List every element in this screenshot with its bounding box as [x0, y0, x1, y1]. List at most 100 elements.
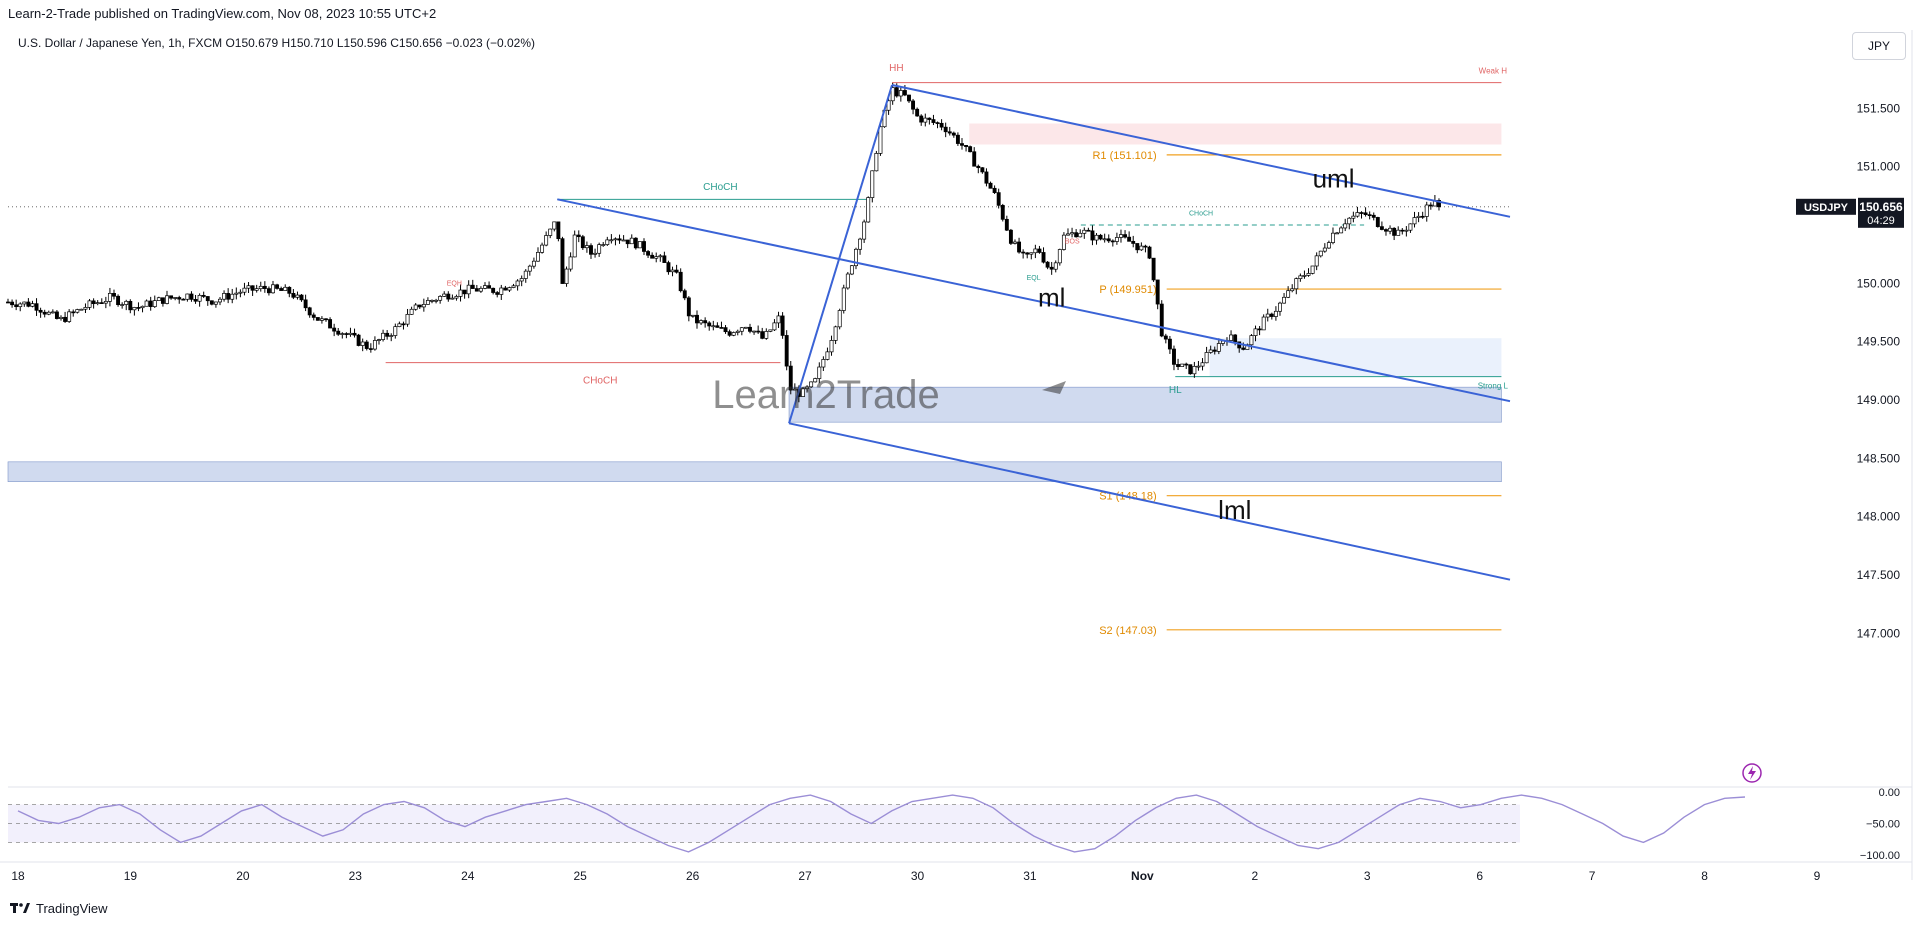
- candle-body: [107, 293, 112, 302]
- candle-body: [556, 221, 561, 240]
- candle-body: [1424, 204, 1429, 217]
- candle-body: [960, 143, 964, 146]
- candle-body: [319, 318, 324, 321]
- candle-body: [324, 318, 328, 321]
- candle-body: [1143, 245, 1148, 248]
- candle-body: [397, 323, 402, 328]
- candle-body: [886, 100, 891, 111]
- candle-body: [996, 192, 1001, 206]
- candle-body: [185, 293, 190, 300]
- support-zone: [7, 461, 1502, 482]
- candle-body: [984, 171, 989, 184]
- candle-body: [935, 122, 940, 124]
- lightning-icon: [1742, 763, 1762, 783]
- time-tick-label: 26: [686, 869, 700, 883]
- candle-body: [1335, 232, 1340, 235]
- candle-body: [307, 307, 312, 316]
- candle-body: [1216, 343, 1221, 352]
- tradingview-logo-icon: [10, 903, 30, 913]
- candle-body: [1110, 240, 1115, 243]
- time-tick-label: 27: [798, 869, 812, 883]
- candle-body: [1151, 257, 1156, 281]
- candle-body: [193, 299, 198, 302]
- candle-body: [1021, 251, 1026, 254]
- footer-brand-label: TradingView: [36, 900, 108, 916]
- candle-body: [931, 119, 936, 123]
- watermark-layer: Learn2Trade: [712, 373, 1066, 417]
- candle-body: [474, 288, 479, 292]
- candle-body: [311, 314, 316, 318]
- time-axis: 18 19 20 23 24 25 26 27 30 31 Nov 2 3 6 7 8 9: [0, 861, 1912, 883]
- candle-body: [483, 285, 487, 289]
- price-tick-label: 150.000: [1857, 276, 1901, 290]
- candle-body: [915, 108, 920, 117]
- time-tick-label: 6: [1476, 869, 1483, 883]
- candle-body: [372, 340, 377, 350]
- candle-body: [1286, 290, 1291, 298]
- candle-body: [434, 299, 439, 302]
- candle-body: [258, 285, 263, 290]
- candles-layer: [6, 82, 1441, 403]
- annotation-bos: BOS: [1065, 239, 1080, 246]
- candle-body: [1106, 238, 1111, 242]
- candle-body: [845, 273, 850, 289]
- candle-body: [1041, 252, 1046, 263]
- candle-body: [1412, 217, 1417, 225]
- supply-zone: [969, 123, 1502, 145]
- candle-body: [425, 300, 430, 305]
- candle-body: [63, 316, 68, 322]
- candle-body: [715, 325, 720, 328]
- rsi-tick-label: −100.00: [1860, 850, 1900, 862]
- channel-layer: uml ml lml: [557, 84, 1511, 581]
- candle-body: [116, 295, 121, 306]
- candle-body: [727, 331, 732, 336]
- candle-body: [955, 134, 960, 144]
- candle-body: [703, 320, 708, 324]
- candle-body: [662, 255, 667, 263]
- candle-body: [1070, 232, 1075, 235]
- currency-button[interactable]: JPY: [1852, 32, 1906, 60]
- symbol-ohlc-info: U.S. Dollar / Japanese Yen, 1h, FXCM O15…: [18, 36, 536, 50]
- candle-body: [201, 294, 206, 297]
- candle-body: [1004, 218, 1009, 231]
- candle-body: [478, 288, 483, 292]
- candle-body: [144, 300, 149, 307]
- time-tick-label: 23: [349, 869, 363, 883]
- candle-body: [405, 314, 410, 325]
- candle-body: [1273, 310, 1278, 317]
- candle-body: [446, 293, 451, 300]
- candle-body: [287, 286, 292, 294]
- candle-body: [1123, 234, 1128, 238]
- annotations-layer: HH CHoCH CHoCH EQH CHoCH BOS EQL HL Weak H Strong…: [447, 63, 1762, 783]
- candle-body: [1061, 234, 1066, 250]
- candle-body: [972, 151, 977, 167]
- time-tick-label: 18: [11, 869, 25, 883]
- candle-body: [805, 386, 810, 390]
- channel-line-uml: [891, 84, 1511, 218]
- candle-body: [336, 330, 341, 335]
- footer-brand: TradingView: [10, 898, 108, 918]
- candle-body: [169, 295, 174, 299]
- candle-body: [756, 330, 761, 333]
- candle-body: [209, 300, 214, 305]
- candle-body: [849, 265, 854, 275]
- candle-body: [731, 332, 736, 336]
- candle-body: [103, 300, 108, 304]
- candle-body: [381, 332, 386, 340]
- candle-body: [666, 262, 671, 273]
- candle-body: [1033, 248, 1038, 254]
- candle-body: [112, 293, 116, 297]
- candle-body: [1159, 303, 1164, 337]
- candle-body: [95, 302, 100, 305]
- zones-layer: [7, 123, 1502, 482]
- candle-body: [46, 311, 51, 315]
- price-tick-label: 149.500: [1857, 335, 1901, 349]
- candle-body: [291, 293, 296, 298]
- candle-body: [91, 300, 96, 305]
- candle-body: [283, 286, 288, 291]
- candle-body: [1420, 215, 1425, 218]
- candle-body: [230, 293, 235, 300]
- last-price-symbol: USDJPY: [1804, 202, 1849, 214]
- time-tick-label: 25: [574, 869, 588, 883]
